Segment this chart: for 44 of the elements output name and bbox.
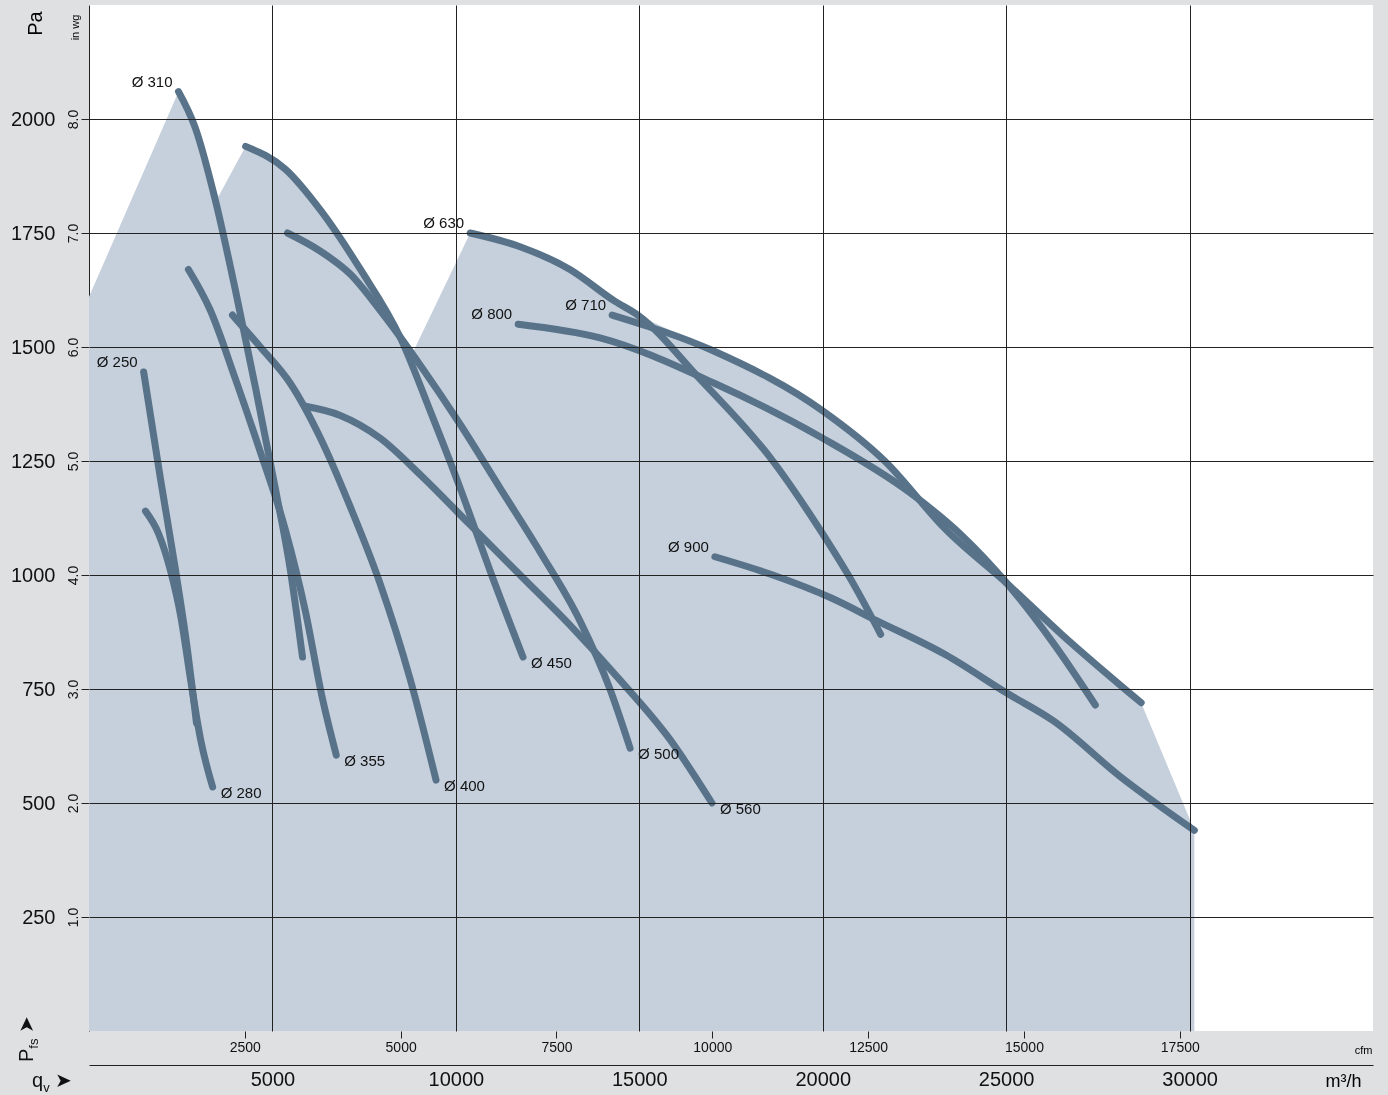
y2-tick-label: 6.0 [64,337,81,358]
y-tick-label: 1750 [11,221,56,244]
annotation: Ø 800 [471,305,513,323]
y-tick-label: 750 [22,677,56,700]
annotation: Ø 355 [344,752,386,770]
x2-tick-label: 17500 [1160,1038,1200,1055]
x-axis-title: m³/h [1325,1070,1362,1091]
x2-tick-label: 15000 [1004,1038,1045,1055]
annotation: Ø 310 [131,72,173,90]
x-tick-label: 15000 [611,1067,668,1090]
x-tick-label: 30000 [1162,1067,1218,1090]
x-tick-label: 25000 [978,1067,1035,1090]
y-tick-label: 500 [22,791,56,814]
annotation: Ø 400 [444,777,485,795]
annotation: Ø 560 [719,800,761,817]
x2-tick-label: 12500 [849,1038,889,1055]
x2-tick-label: 5000 [385,1038,417,1055]
y2-tick-label: 1.0 [64,907,81,928]
x2-tick-label: 7500 [541,1038,573,1055]
x-tick-label: 5000 [250,1067,296,1090]
annotation: Ø 280 [220,784,262,802]
y-axis-title: Pa [23,10,46,36]
x2-axis-title: cfm [1354,1043,1373,1056]
x-tick-label: 10000 [428,1067,485,1090]
text: q$_{v}$ ➤ [32,1068,73,1095]
x-tick-label: 20000 [795,1067,852,1090]
annotation: Ø 900 [667,537,709,555]
y2-tick-label: 3.0 [64,679,81,700]
annotation: Ø 450 [530,654,572,672]
y2-tick-label: 7.0 [64,223,81,244]
y-tick-label: 1000 [11,563,56,586]
y-tick-label: 250 [22,905,56,928]
y-tick-label: 1500 [11,335,56,358]
y2-tick-label: 8.0 [64,109,81,130]
y2-tick-label: 5.0 [64,451,81,472]
y-tick-label: 2000 [11,107,56,130]
y-tick-label: 1250 [11,449,56,472]
y2-axis-title: in wg [68,14,81,41]
y2-tick-label: 2.0 [64,793,81,814]
y2-tick-label: 4.0 [64,565,81,586]
x2-tick-label: 10000 [693,1038,733,1055]
annotation: Ø 710 [565,296,607,314]
annotation: Ø 250 [96,353,138,371]
x2-tick-label: 2500 [229,1038,262,1055]
